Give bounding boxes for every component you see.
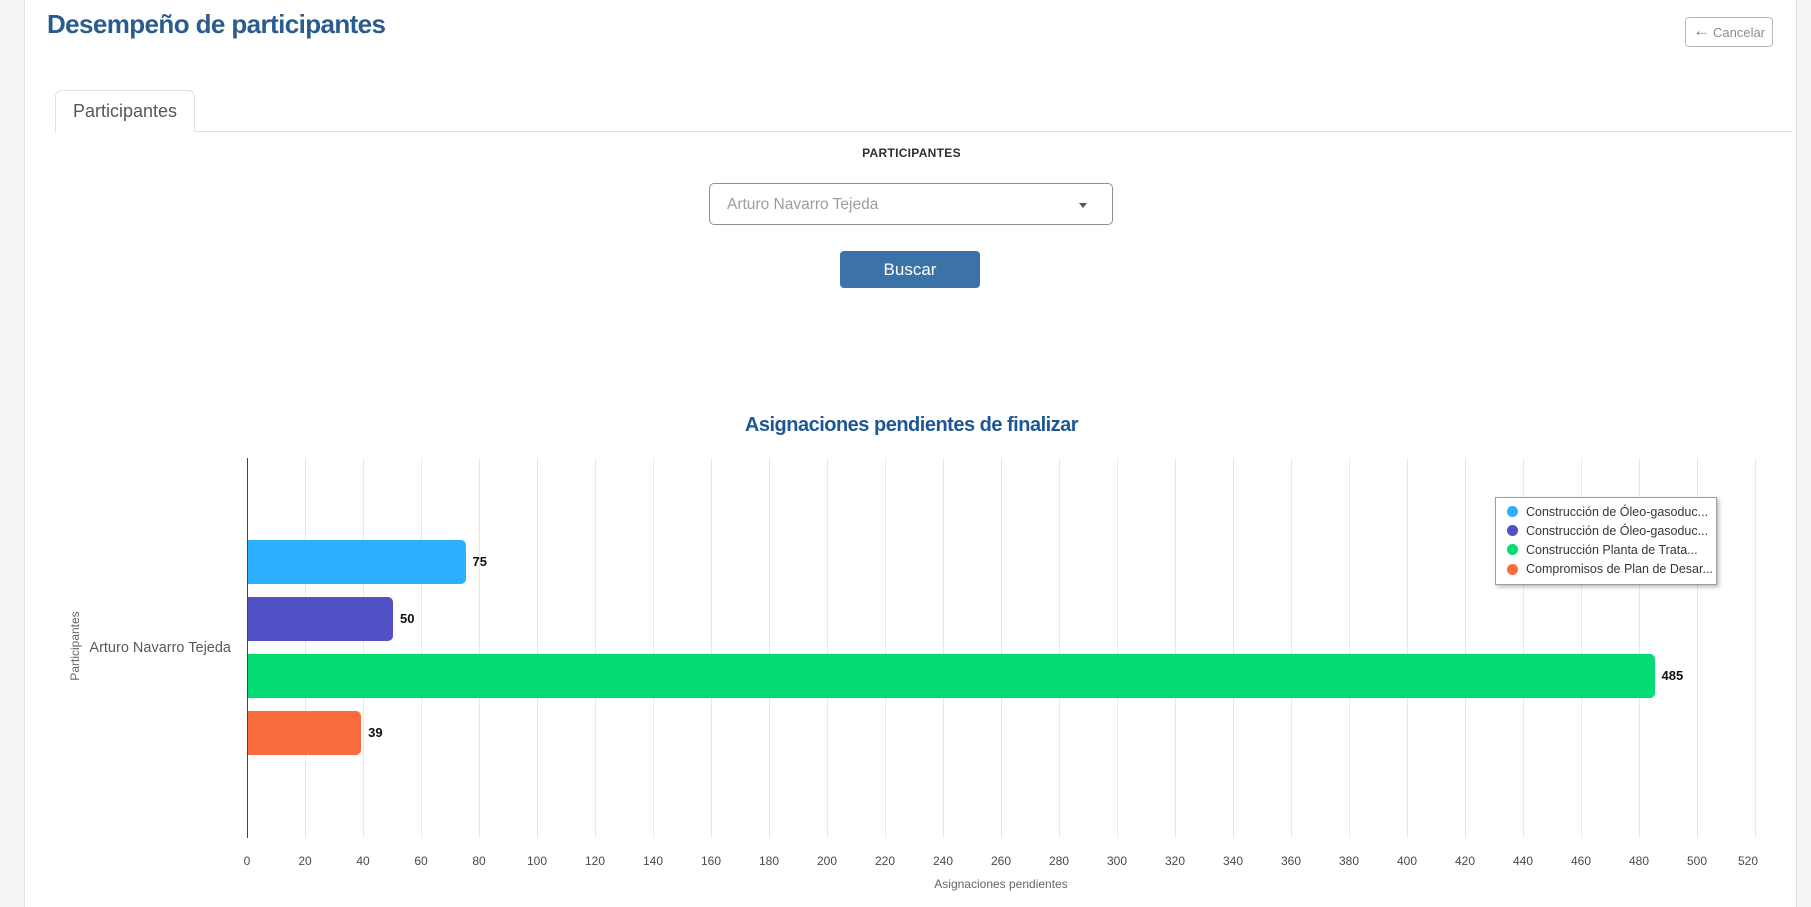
x-tick-label: 180 <box>758 854 780 868</box>
legend-label: Compromisos de Plan de Desar... <box>1526 562 1713 577</box>
y-axis-line <box>247 458 248 838</box>
x-tick-label: 480 <box>1628 854 1650 868</box>
x-tick-label: 220 <box>874 854 896 868</box>
chart-x-axis-title: Asignaciones pendientes <box>934 877 1068 891</box>
chevron-down-icon <box>1079 203 1087 208</box>
bar-series-3 <box>248 711 362 755</box>
x-tick-label: 420 <box>1454 854 1476 868</box>
participants-field-label: PARTICIPANTES <box>862 146 961 160</box>
legend-label: Construcción de Óleo-gasoduc... <box>1526 523 1709 538</box>
gridline <box>1581 458 1582 838</box>
participant-select-value: Arturo Navarro Tejeda <box>727 196 879 213</box>
legend-color-dot <box>1507 506 1518 518</box>
gridline <box>711 458 712 838</box>
x-tick-label: 100 <box>526 854 548 868</box>
gridline <box>1117 458 1118 838</box>
gridline <box>1697 458 1698 838</box>
x-tick-label: 280 <box>1048 854 1070 868</box>
bar-value-label: 50 <box>400 611 415 626</box>
gridline <box>479 458 480 838</box>
bar-value-label: 39 <box>368 725 383 740</box>
x-tick-label: 460 <box>1570 854 1592 868</box>
x-tick-label: 360 <box>1280 854 1302 868</box>
x-tick-label: 60 <box>414 854 428 868</box>
gridline <box>363 458 364 838</box>
gridline <box>537 458 538 838</box>
legend-item[interactable]: Construcción de Óleo-gasoduc... <box>1507 502 1708 521</box>
bar-series-2 <box>248 654 1655 698</box>
x-tick-label: 240 <box>932 854 954 868</box>
gridline <box>1407 458 1408 838</box>
x-tick-label: 520 <box>1737 854 1759 868</box>
page-title: Desempeño de participantes <box>47 9 386 39</box>
tab-bar: Participantes <box>55 90 1792 132</box>
x-tick-label: 140 <box>642 854 664 868</box>
gridline <box>1291 458 1292 838</box>
legend-color-dot <box>1507 525 1518 537</box>
gridline <box>1465 458 1466 838</box>
gridline <box>1175 458 1176 838</box>
x-tick-label: 200 <box>816 854 838 868</box>
chart-legend: Construcción de Óleo-gasoduc... Construcc… <box>1495 497 1717 585</box>
gridline <box>1349 458 1350 838</box>
chart-y-axis-title: Participantes <box>68 611 82 681</box>
x-tick-label: 400 <box>1396 854 1418 868</box>
x-tick-label: 300 <box>1106 854 1128 868</box>
gridline <box>1523 458 1524 838</box>
tab-label: Participantes <box>72 101 178 121</box>
bar-value-label: 485 <box>1661 668 1684 683</box>
legend-label: Construcción Planta de Trata... <box>1526 542 1698 557</box>
x-tick-label: 40 <box>356 854 370 868</box>
tab-participantes[interactable]: Participantes <box>55 90 195 132</box>
legend-label: Construcción de Óleo-gasoduc... <box>1526 504 1709 519</box>
legend-item[interactable]: Construcción de Óleo-gasoduc... <box>1507 521 1708 540</box>
legend-item[interactable]: Construcción Planta de Trata... <box>1507 540 1708 559</box>
search-button[interactable]: Buscar <box>840 251 980 288</box>
x-tick-label: 80 <box>472 854 486 868</box>
chart-category-label: Arturo Navarro Tejeda <box>89 640 231 656</box>
x-tick-label: 120 <box>584 854 606 868</box>
x-tick-label: 320 <box>1164 854 1186 868</box>
x-tick-label: 260 <box>990 854 1012 868</box>
gridline <box>595 458 596 838</box>
cancel-button[interactable]: ← Cancelar <box>1685 17 1773 47</box>
x-tick-label: 440 <box>1512 854 1534 868</box>
x-tick-label: 160 <box>700 854 722 868</box>
gridline <box>827 458 828 838</box>
gridline <box>1755 458 1756 838</box>
x-tick-label: 20 <box>298 854 312 868</box>
content-card: Desempeño de participantes ← Cancelar Pa… <box>24 0 1797 907</box>
gridline <box>769 458 770 838</box>
legend-color-dot <box>1507 544 1518 556</box>
gridline <box>885 458 886 838</box>
legend-color-dot <box>1507 563 1518 575</box>
bar-value-label: 75 <box>472 554 487 569</box>
x-tick-label: 500 <box>1686 854 1708 868</box>
gridline <box>1233 458 1234 838</box>
x-tick-label: 0 <box>243 854 251 868</box>
gridline <box>1001 458 1002 838</box>
tab-bar-divider <box>195 131 1792 132</box>
gridline <box>1639 458 1640 838</box>
x-tick-label: 380 <box>1338 854 1360 868</box>
cancel-button-label: Cancelar <box>1712 24 1766 40</box>
participant-select[interactable]: Arturo Navarro Tejeda <box>709 183 1113 225</box>
chart-title: Asignaciones pendientes de finalizar <box>744 414 1079 436</box>
chart-plot-area: Asignaciones pendientes 0 20 40 60 80 100 120 1… <box>244 458 1758 891</box>
x-tick-label: 340 <box>1222 854 1244 868</box>
gridline <box>653 458 654 838</box>
gridline <box>421 458 422 838</box>
bar-series-0 <box>248 540 466 584</box>
gridline <box>1059 458 1060 838</box>
gridline <box>943 458 944 838</box>
back-arrow-icon: ← <box>1692 21 1710 40</box>
bar-series-1 <box>248 597 393 641</box>
gridline <box>305 458 306 838</box>
legend-item[interactable]: Compromisos de Plan de Desar... <box>1507 560 1713 579</box>
